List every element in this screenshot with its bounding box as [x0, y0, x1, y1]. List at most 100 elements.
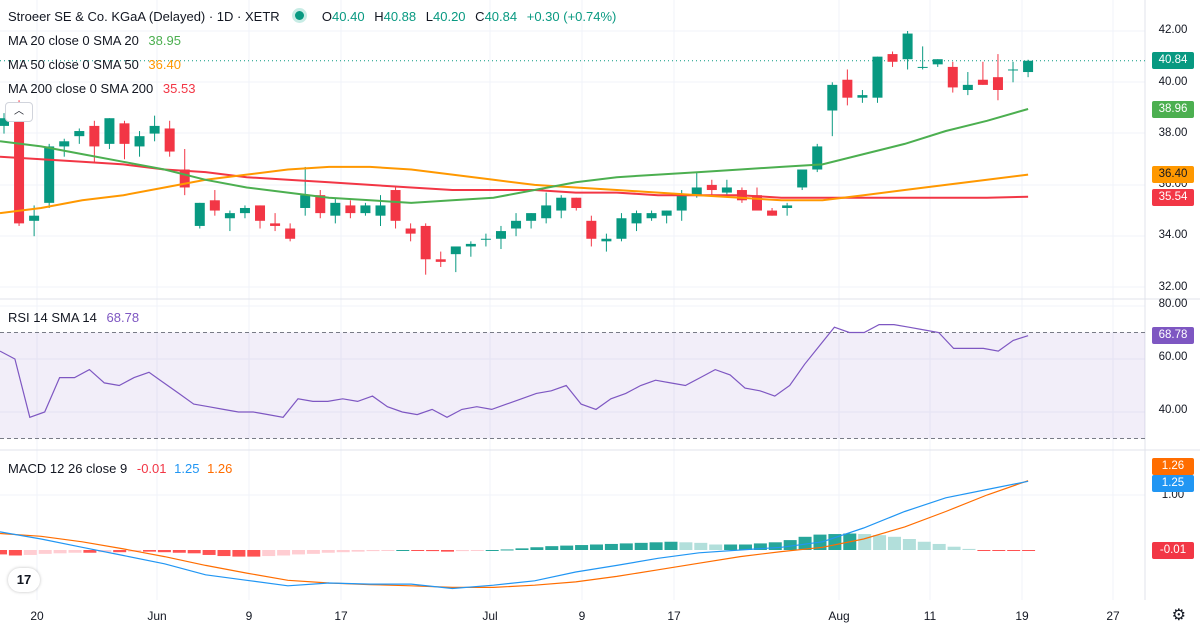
candle-body [285, 228, 296, 239]
macd-hist-bar [887, 536, 901, 550]
candle-body [812, 146, 823, 170]
macd-hist-bar [738, 544, 752, 550]
candle-body [571, 197, 582, 208]
ma50-line [0, 165, 1029, 215]
candle-body [465, 243, 476, 247]
collapse-legend-button[interactable]: ︿ [5, 102, 33, 122]
macd-hist-bar [530, 547, 544, 550]
macd-value: 1.25 [174, 461, 200, 476]
candle-body [1008, 69, 1019, 71]
open-label: O [321, 9, 333, 24]
macd-hist-bar [336, 550, 350, 553]
last-price-badge: 40.84 [1152, 52, 1194, 69]
rsi-band [0, 332, 1145, 439]
candle-body [691, 187, 702, 196]
candle-body [767, 210, 778, 216]
candle-body [586, 220, 597, 239]
candle-body [149, 125, 160, 134]
candle-body [887, 54, 898, 62]
macd-hist-bar [500, 549, 514, 551]
high-value: 40.88 [383, 9, 417, 24]
macd-legend[interactable]: MACD 12 26 close 9 -0.01 1.25 1.26 [8, 461, 232, 477]
x-tick: 9 [245, 609, 253, 623]
chevron-up-icon: ︿ [14, 106, 24, 117]
market-status-dot [295, 11, 305, 20]
macd-hist-bar [649, 542, 663, 550]
candle-body [405, 228, 416, 234]
macd-hist-bar [962, 548, 976, 550]
rsi-legend[interactable]: RSI 14 SMA 14 68.78 [8, 310, 139, 326]
header-legend: Stroeer SE & Co. KGaA (Delayed) · 1D · X… [8, 9, 616, 25]
candle-body [902, 33, 913, 60]
candle-body [601, 238, 612, 242]
candle-body [300, 195, 311, 208]
symbol-title[interactable]: Stroeer SE & Co. KGaA (Delayed) · 1D · X… [8, 9, 280, 24]
ma200-badge: 35.54 [1152, 189, 1194, 206]
macd-hist-bar [619, 543, 633, 550]
candle-body [89, 125, 100, 147]
candle-body [209, 200, 220, 211]
macd-tick: 1.00 [1161, 489, 1185, 501]
rsi-tick: 60.00 [1158, 351, 1188, 363]
macd-hist-bar [470, 550, 484, 551]
macd-hist-bar [575, 545, 589, 550]
macd-hist-bar [873, 535, 887, 550]
macd-hist-bar [23, 550, 37, 555]
candle-body [977, 79, 988, 85]
price-tick: 32.00 [1158, 281, 1188, 293]
ma200-legend[interactable]: MA 200 close 0 SMA 200 35.53 [8, 81, 195, 97]
ma20-legend[interactable]: MA 20 close 0 SMA 20 38.95 [8, 33, 181, 49]
rsi-line [0, 324, 1029, 419]
candle-body [932, 59, 943, 65]
tradingview-logo[interactable]: 17 [8, 568, 40, 592]
macd-label: MACD 12 26 close 9 [8, 461, 128, 476]
rsi-badge: 68.78 [1152, 327, 1194, 344]
candle-body [164, 128, 175, 152]
macd-hist-bar [306, 550, 320, 554]
macd-hist-bar [724, 544, 738, 550]
macd-hist-bar [440, 550, 454, 552]
macd-hist-bar [545, 546, 559, 550]
close-value: 40.84 [484, 9, 518, 24]
macd-badge: 1.25 [1152, 475, 1194, 492]
ma50-legend[interactable]: MA 50 close 0 SMA 50 36.40 [8, 57, 181, 73]
candle-body [315, 195, 326, 214]
macd-hist-bar [351, 550, 365, 552]
candle-body [119, 123, 130, 144]
candle-body [255, 205, 266, 221]
candle-body [194, 202, 205, 226]
ma50-value: 36.40 [148, 57, 181, 72]
candle-body [676, 195, 687, 211]
x-tick: 17 [334, 609, 348, 623]
candle-body [947, 66, 958, 88]
candle-body [495, 231, 506, 239]
x-tick: 27 [1106, 609, 1120, 623]
gear-icon[interactable]: ⚙ [1171, 607, 1186, 624]
macd-hist-bar [187, 550, 201, 554]
candle-body [962, 84, 973, 90]
candle-body [239, 207, 250, 214]
price-tick: 38.00 [1158, 127, 1188, 139]
x-tick: 9 [578, 609, 586, 623]
rsi-tick: 80.00 [1158, 298, 1188, 310]
ma50-label: MA 50 close 0 SMA 50 [8, 57, 139, 72]
ma20-label: MA 20 close 0 SMA 20 [8, 33, 139, 48]
price-tick: 34.00 [1158, 229, 1188, 241]
macd-hist-bar [157, 550, 171, 553]
change-value: +0.30 (+0.74%) [526, 9, 617, 24]
candle-body [631, 213, 642, 224]
macd-hist-bar [455, 550, 469, 552]
ma20-badge: 38.96 [1152, 101, 1194, 118]
candle-body [435, 259, 446, 262]
x-tick: 20 [30, 609, 44, 623]
macd-hist-bar [947, 546, 961, 550]
macd-hist-bar [1022, 550, 1036, 551]
macd-hist-bar [247, 550, 261, 557]
macd-signal-value: 1.26 [207, 461, 233, 476]
macd-hist-bar [694, 542, 708, 550]
rsi-tick: 40.00 [1158, 404, 1188, 416]
high-label: H [374, 9, 384, 24]
candle-body [0, 118, 9, 126]
ma20-value: 38.95 [148, 33, 181, 48]
